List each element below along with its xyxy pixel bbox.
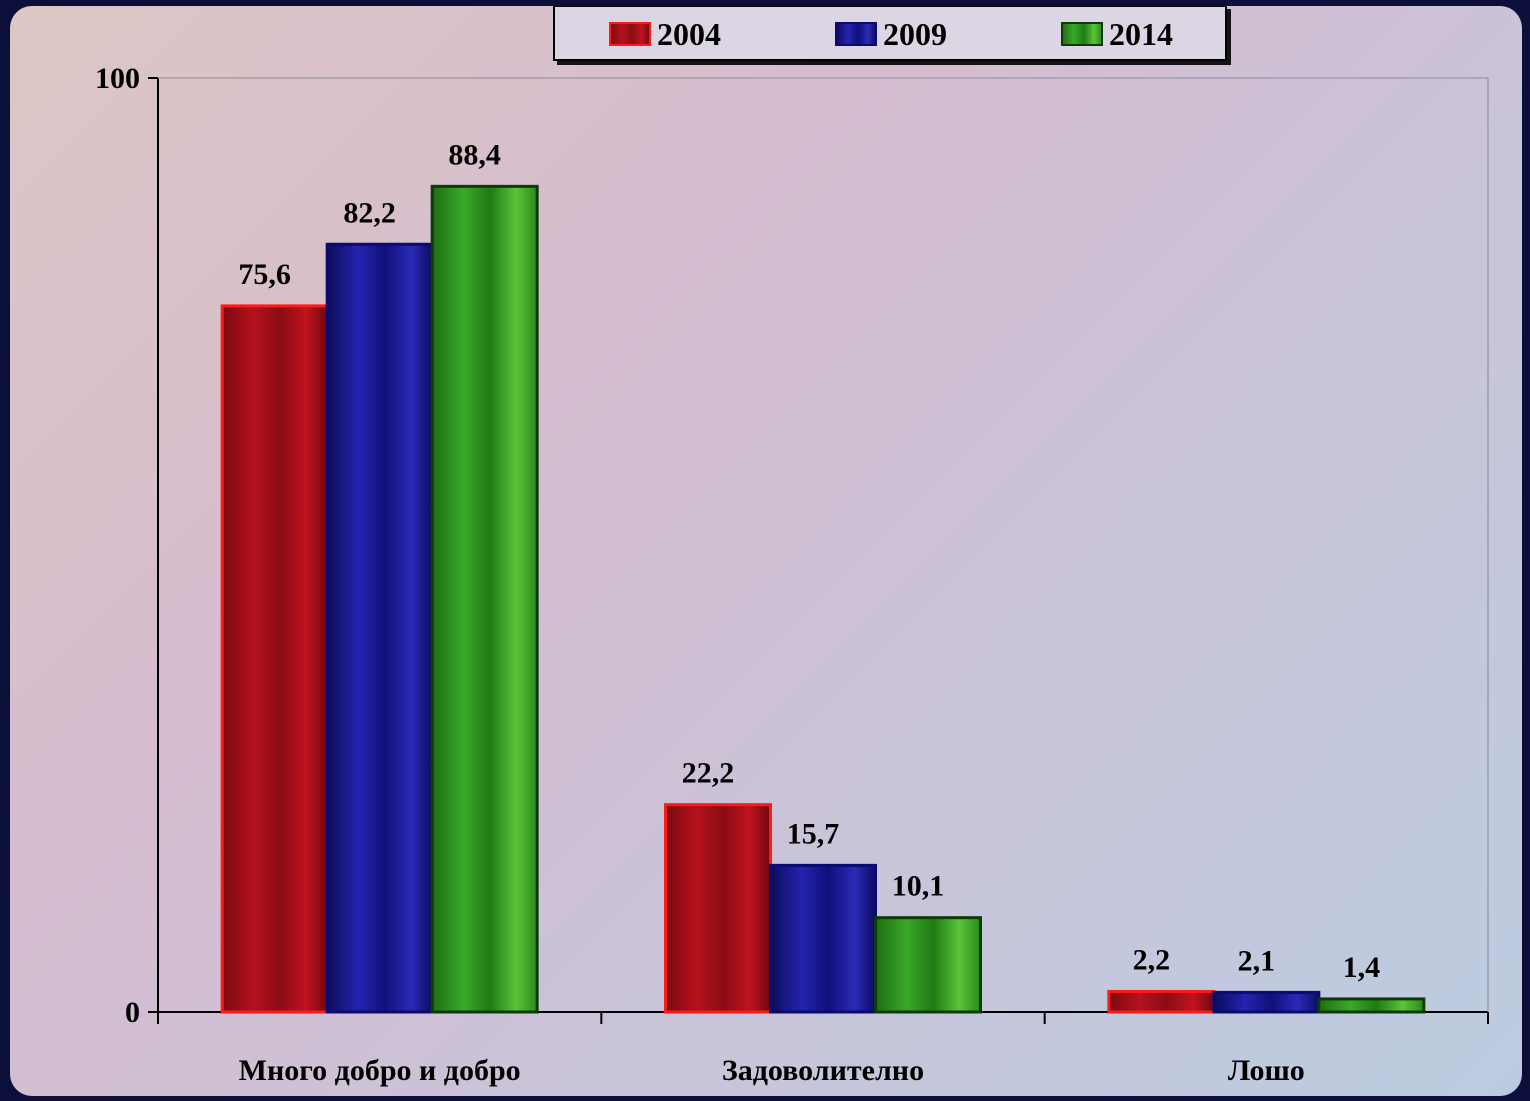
- bar-2014: [874, 916, 982, 1014]
- bar-chart: 0 100 75,6 82,2 88,4 22,2 15,7 10,1 2,2 2,1 1,4 М…: [95, 6, 1489, 1087]
- legend-label-2014: 2014: [1109, 16, 1173, 52]
- legend-items: 2004 2009 2014: [609, 16, 1173, 52]
- legend-label-2004: 2004: [657, 16, 721, 52]
- bar-value-label: 15,7: [787, 817, 840, 850]
- bar-2014: [1317, 997, 1426, 1014]
- bar-value-label: 88,4: [448, 138, 501, 171]
- category-label: Лошо: [1228, 1054, 1305, 1087]
- legend-swatch-2004: [609, 22, 651, 46]
- category-label: Задоволително: [722, 1054, 924, 1087]
- y-axis-ticks: 0 100: [95, 62, 158, 1029]
- x-axis-ticks: [157, 1012, 1489, 1024]
- bar-2004: [664, 803, 772, 1014]
- category-labels-group: Много добро и добро Задоволително Лошо: [239, 1054, 1305, 1087]
- bar-value-label: 82,2: [343, 196, 396, 229]
- bar-2009: [325, 242, 434, 1014]
- category-label: Много добро и добро: [239, 1054, 521, 1087]
- legend-swatch-2009: [835, 22, 877, 46]
- bar-value-label: 10,1: [892, 870, 945, 903]
- bars-group: [220, 184, 1426, 1014]
- bar-2004: [1107, 989, 1216, 1014]
- y-tick-label: 0: [125, 996, 140, 1029]
- legend: [553, 6, 1227, 61]
- bar-value-label: 1,4: [1343, 951, 1381, 984]
- legend-box: [553, 6, 1227, 61]
- bar-2004: [220, 304, 329, 1014]
- bar-value-label: 75,6: [238, 258, 291, 291]
- legend-label-2009: 2009: [883, 16, 947, 52]
- value-labels-group: 75,6 82,2 88,4 22,2 15,7 10,1 2,2 2,1 1,4: [238, 138, 1380, 984]
- bar-value-label: 22,2: [682, 757, 735, 790]
- bar-2014: [430, 184, 539, 1014]
- bar-2009: [1212, 990, 1321, 1014]
- bar-2009: [769, 863, 877, 1014]
- legend-swatch-2014: [1061, 22, 1103, 46]
- y-tick-label: 100: [95, 62, 140, 95]
- chart-panel: 0 100 75,6 82,2 88,4 22,2 15,7 10,1 2,2 2,1 1,4 М…: [10, 6, 1522, 1096]
- bar-value-label: 2,1: [1238, 944, 1276, 977]
- bar-value-label: 2,2: [1133, 943, 1171, 976]
